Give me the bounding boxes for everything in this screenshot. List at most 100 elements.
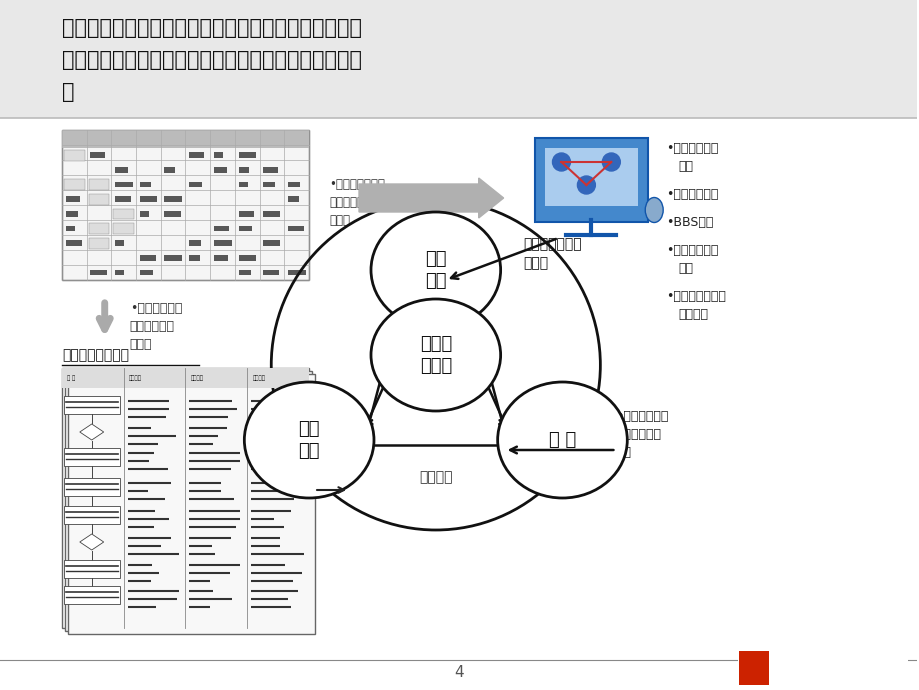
FancyBboxPatch shape <box>88 238 109 248</box>
Text: 系统: 系统 <box>677 262 692 275</box>
FancyBboxPatch shape <box>288 197 300 202</box>
Circle shape <box>577 176 595 194</box>
FancyBboxPatch shape <box>165 167 175 172</box>
FancyBboxPatch shape <box>90 152 105 158</box>
FancyBboxPatch shape <box>238 167 249 172</box>
Text: •营销方案细化、: •营销方案细化、 <box>665 290 725 303</box>
FancyBboxPatch shape <box>88 224 109 234</box>
FancyBboxPatch shape <box>288 270 306 275</box>
FancyBboxPatch shape <box>214 167 227 172</box>
FancyBboxPatch shape <box>288 226 304 231</box>
Text: 制: 制 <box>62 82 74 102</box>
FancyBboxPatch shape <box>115 197 131 202</box>
FancyBboxPatch shape <box>214 240 232 246</box>
FancyBboxPatch shape <box>62 130 309 148</box>
FancyBboxPatch shape <box>737 650 906 688</box>
Text: 理系统: 理系统 <box>523 256 548 270</box>
Text: 业务
流程: 业务 流程 <box>298 420 320 460</box>
Text: Bexcel Management Consultants: Bexcel Management Consultants <box>772 675 887 681</box>
FancyBboxPatch shape <box>238 211 254 217</box>
FancyBboxPatch shape <box>88 179 109 190</box>
FancyBboxPatch shape <box>63 478 119 496</box>
Text: 以市场信息体系为核心，结合具体的信息收集流程和营: 以市场信息体系为核心，结合具体的信息收集流程和营 <box>62 18 361 38</box>
FancyBboxPatch shape <box>62 130 309 280</box>
Text: •相关岗位的职
责设置和操作
要求: •相关岗位的职 责设置和操作 要求 <box>616 410 668 459</box>
FancyBboxPatch shape <box>115 211 125 217</box>
FancyBboxPatch shape <box>165 255 182 261</box>
FancyBboxPatch shape <box>113 224 134 234</box>
FancyBboxPatch shape <box>65 211 77 217</box>
FancyBboxPatch shape <box>238 270 250 275</box>
FancyBboxPatch shape <box>263 211 279 217</box>
FancyBboxPatch shape <box>115 270 123 275</box>
Text: 流 程: 流 程 <box>67 375 75 381</box>
FancyBboxPatch shape <box>68 374 315 634</box>
Text: •建议上报会签: •建议上报会签 <box>665 244 718 257</box>
FancyBboxPatch shape <box>65 240 82 246</box>
FancyBboxPatch shape <box>90 270 107 275</box>
Text: 4: 4 <box>453 665 463 680</box>
FancyBboxPatch shape <box>238 181 247 187</box>
Text: 工作要求: 工作要求 <box>190 375 203 381</box>
Text: •营销信息报告: •营销信息报告 <box>665 142 718 155</box>
FancyBboxPatch shape <box>115 181 133 187</box>
Circle shape <box>552 153 570 171</box>
Polygon shape <box>80 424 104 440</box>
FancyBboxPatch shape <box>238 226 252 231</box>
FancyBboxPatch shape <box>63 150 85 161</box>
Text: •信息收集、分
析流程的基础
和细化: •信息收集、分 析流程的基础 和细化 <box>130 302 182 351</box>
FancyBboxPatch shape <box>115 167 128 172</box>
Circle shape <box>602 153 619 171</box>
FancyBboxPatch shape <box>90 240 104 246</box>
FancyBboxPatch shape <box>189 255 199 261</box>
FancyBboxPatch shape <box>63 396 119 414</box>
Text: •信息共享系统: •信息共享系统 <box>665 188 718 201</box>
Text: 负责部门: 负责部门 <box>129 375 142 381</box>
FancyBboxPatch shape <box>544 148 638 206</box>
FancyBboxPatch shape <box>64 371 312 631</box>
FancyBboxPatch shape <box>238 255 255 261</box>
Text: 市场信
息体系: 市场信 息体系 <box>419 335 451 375</box>
Ellipse shape <box>370 212 500 328</box>
Text: 系统: 系统 <box>677 160 692 173</box>
Text: 销反应信息管理系统规划，形成完整的市场策略反应机: 销反应信息管理系统规划，形成完整的市场策略反应机 <box>62 50 361 70</box>
FancyBboxPatch shape <box>214 226 229 231</box>
FancyBboxPatch shape <box>63 179 85 190</box>
FancyBboxPatch shape <box>65 152 84 158</box>
FancyBboxPatch shape <box>140 270 153 275</box>
FancyBboxPatch shape <box>62 368 309 388</box>
FancyBboxPatch shape <box>263 270 278 275</box>
FancyBboxPatch shape <box>65 181 75 187</box>
FancyArrow shape <box>358 178 503 218</box>
FancyBboxPatch shape <box>534 138 648 222</box>
FancyBboxPatch shape <box>140 255 156 261</box>
Text: 相关业务流程制度: 相关业务流程制度 <box>62 348 129 362</box>
FancyBboxPatch shape <box>115 240 124 246</box>
FancyBboxPatch shape <box>263 181 274 187</box>
FancyBboxPatch shape <box>63 586 119 604</box>
FancyBboxPatch shape <box>189 152 204 158</box>
Text: 工作流程: 工作流程 <box>252 375 265 381</box>
FancyBboxPatch shape <box>238 152 255 158</box>
FancyBboxPatch shape <box>63 560 119 578</box>
Ellipse shape <box>644 197 663 222</box>
FancyBboxPatch shape <box>90 226 105 231</box>
FancyBboxPatch shape <box>140 197 157 202</box>
FancyBboxPatch shape <box>263 167 278 172</box>
FancyBboxPatch shape <box>88 194 109 205</box>
FancyBboxPatch shape <box>738 651 768 685</box>
Text: 信息系统: 信息系统 <box>419 470 452 484</box>
FancyBboxPatch shape <box>288 181 300 187</box>
FancyBboxPatch shape <box>63 448 119 466</box>
Ellipse shape <box>244 382 374 498</box>
Ellipse shape <box>370 299 500 411</box>
FancyBboxPatch shape <box>165 211 180 217</box>
FancyBboxPatch shape <box>140 181 152 187</box>
FancyBboxPatch shape <box>189 240 200 246</box>
FancyBboxPatch shape <box>165 197 182 202</box>
Polygon shape <box>80 534 104 550</box>
FancyBboxPatch shape <box>0 0 916 118</box>
Text: •BBS系统: •BBS系统 <box>665 216 713 229</box>
FancyBboxPatch shape <box>214 255 228 261</box>
FancyBboxPatch shape <box>63 506 119 524</box>
